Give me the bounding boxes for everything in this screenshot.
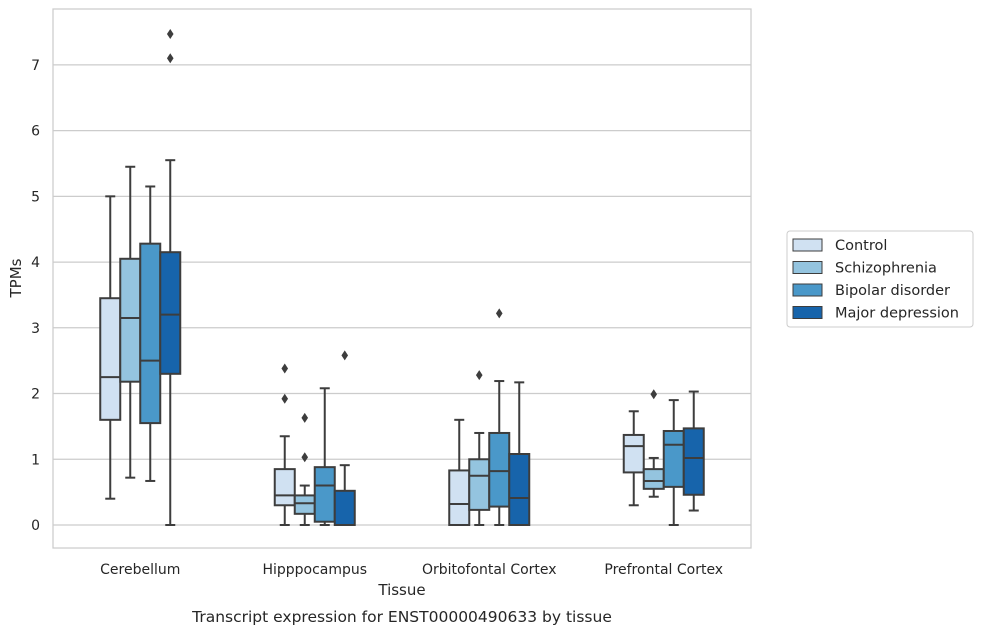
box-body (508, 453, 531, 526)
box (622, 410, 645, 507)
box (468, 370, 491, 526)
outlier-point (650, 389, 658, 400)
x-tick-label: Hipppocampus (262, 562, 367, 578)
box (119, 165, 142, 479)
outlier-point (475, 370, 483, 381)
legend-label: Major depression (835, 306, 959, 322)
box (99, 195, 122, 500)
box-series (99, 28, 705, 526)
box (333, 350, 356, 526)
box (273, 363, 296, 526)
series-major-depression (159, 28, 705, 526)
box-body (159, 251, 182, 375)
plot-area-frame (52, 8, 752, 549)
outlier-point (301, 452, 309, 463)
legend-label: Bipolar disorder (835, 283, 950, 299)
box (508, 381, 531, 526)
box-body (488, 431, 511, 508)
box-body (642, 468, 665, 490)
box-body (293, 494, 316, 515)
legend-label: Control (835, 238, 887, 254)
x-axis-label: Tissue (377, 581, 425, 599)
outlier-point (341, 350, 349, 361)
box (313, 387, 336, 526)
box-body (273, 468, 296, 507)
y-tick-label: 3 (31, 321, 40, 337)
series-bipolar-disorder (139, 185, 685, 526)
box-body (662, 429, 685, 488)
box-body (622, 433, 645, 474)
legend-frame (786, 230, 974, 328)
outlier-point (166, 28, 174, 39)
chart-caption: Transcript expression for ENST0000049063… (191, 608, 612, 626)
outlier-point (166, 53, 174, 64)
box-body (682, 427, 705, 496)
box (662, 399, 685, 526)
box (682, 390, 705, 512)
box-body (119, 257, 142, 383)
y-axis-label: TPMs (7, 258, 25, 298)
legend-swatch (792, 306, 823, 319)
y-tick-label: 0 (31, 518, 40, 534)
y-tick-label: 2 (31, 387, 40, 403)
y-tick-labels: 0 1 2 3 4 5 6 7 (31, 58, 40, 534)
series-control (99, 195, 645, 526)
x-tick-labels: Cerebellum Hipppocampus Orbitofontal Corte… (100, 562, 723, 578)
outlier-point (281, 393, 289, 404)
outlier-point (301, 412, 309, 423)
legend-label: Schizophrenia (835, 261, 937, 277)
box (448, 418, 471, 526)
legend-swatch (792, 238, 823, 252)
legend-swatch (792, 283, 823, 297)
series-schizophrenia (119, 165, 665, 526)
box-body (448, 469, 471, 526)
y-tick-label: 4 (31, 255, 40, 271)
box (159, 28, 182, 526)
box-body (99, 297, 122, 421)
box-body (333, 489, 356, 526)
y-tick-label: 7 (31, 58, 40, 74)
y-tick-label: 6 (31, 124, 40, 140)
box-body (468, 458, 491, 511)
x-tick-label: Cerebellum (100, 562, 180, 578)
legend: Control Schizophrenia Bipolar disorder Majo… (786, 230, 974, 328)
y-tick-label: 5 (31, 189, 40, 205)
y-tick-label: 1 (31, 452, 40, 468)
legend-swatch (792, 261, 823, 274)
outlier-point (495, 308, 503, 319)
box-body (313, 466, 336, 523)
outlier-point (281, 363, 289, 374)
box-body (139, 242, 162, 425)
box (642, 389, 665, 498)
box (488, 308, 511, 526)
x-tick-label: Orbitofontal Cortex (422, 562, 557, 578)
x-tick-label: Prefrontal Cortex (604, 562, 723, 578)
